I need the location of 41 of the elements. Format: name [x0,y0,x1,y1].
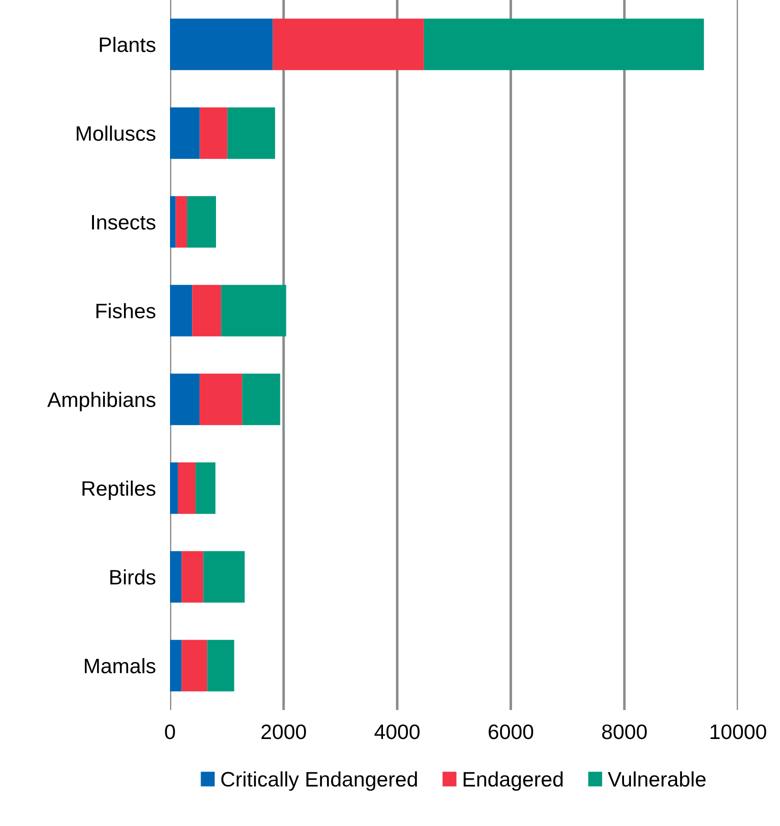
bar [221,284,286,336]
y-tick-label: Insects [92,215,156,230]
y-tick-label: Birds [110,569,156,585]
y-tick-label: Molluscs [76,126,156,141]
bar [227,107,276,159]
y-tick-label: Plants [100,36,156,52]
bar [196,462,216,514]
x-tick-label: 0 [165,724,175,740]
bar [170,107,200,159]
y-tick-label: Reptiles [82,480,156,500]
bar [200,374,242,426]
bar [200,107,228,159]
bar [170,18,273,70]
bar [203,551,245,603]
bar [176,196,188,248]
bar [424,18,704,70]
x-tick-label: 6000 [488,724,534,740]
bar [170,551,182,603]
x-tick-label: 10000 [710,724,766,740]
x-tick-label: 4000 [374,724,420,740]
x-tick-label: 8000 [602,724,647,740]
bar [182,640,208,692]
bar [192,284,222,336]
bar [170,462,178,514]
y-tick-label: Amphibians [47,392,156,412]
bar [170,284,192,336]
legend-label: Vulnerable [608,771,706,787]
bar [242,374,280,426]
bar [178,462,196,514]
bar [272,18,424,70]
bar [207,640,234,692]
y-tick-label: Fishes [96,303,156,318]
bar [187,196,216,248]
x-tick-label: 2000 [261,724,306,740]
bar [170,374,200,426]
bar [182,551,204,603]
bar [170,640,182,692]
legend-label: Endagered [464,771,563,791]
bar [170,196,176,248]
legend-label: Critically Endangered [221,771,417,791]
y-tick-label: Mamals [84,658,156,674]
